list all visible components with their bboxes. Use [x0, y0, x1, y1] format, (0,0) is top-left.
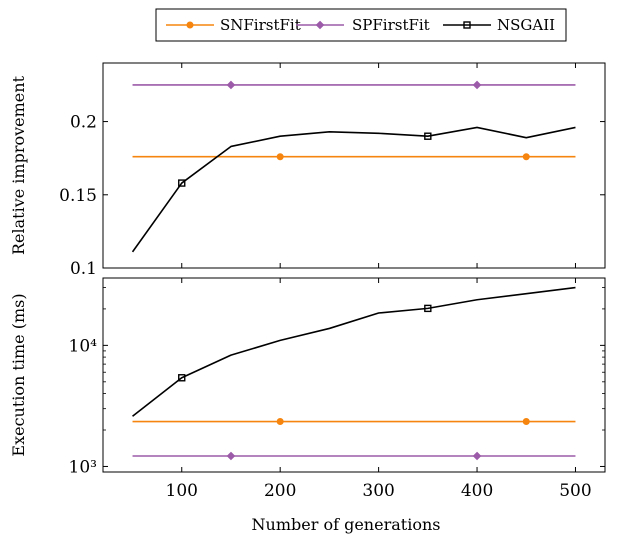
series-nsgaii: [132, 286, 576, 417]
y-tick-label: 0.15: [59, 186, 97, 206]
series-point-spfirstfit: [226, 451, 236, 461]
x-tick-label: 300: [362, 481, 394, 501]
series-point-nsgaii: [178, 374, 186, 382]
x-tick-label: 500: [559, 481, 591, 501]
plot-frame: [102, 62, 606, 269]
relative-improvement-panel: 0.1 0.15 0.2 Relative improvement: [9, 62, 606, 279]
series-snfirstfit: [132, 418, 576, 426]
series-point-spfirstfit: [472, 80, 482, 90]
series-line-nsgaii: [131, 126, 576, 253]
legend-label: SPFirstFit: [352, 16, 430, 34]
y-axis-label: Relative improvement: [9, 75, 28, 255]
series-point-nsgaii: [424, 304, 432, 313]
series-point-snfirstfit: [276, 418, 284, 426]
legend-label: SNFirstFit: [220, 16, 301, 34]
legend-marker-spfirstfit: [315, 20, 325, 30]
y-tick-label: 10⁴: [69, 336, 98, 356]
series-spfirstfit: [132, 451, 576, 461]
series-nsgaii: [131, 126, 576, 253]
series-point-snfirstfit: [276, 153, 284, 161]
series-point-spfirstfit: [472, 451, 482, 461]
legend: SNFirstFit SPFirstFit NSGAII: [155, 8, 567, 42]
y-tick-label: 10³: [69, 457, 97, 477]
x-tick-label: 400: [461, 481, 493, 501]
legend-marker-nsgaii: [463, 21, 471, 29]
x-axis-label: Number of generations: [252, 515, 441, 534]
series-point-snfirstfit: [522, 153, 530, 161]
x-tick-label: 200: [264, 481, 296, 501]
series-point-spfirstfit: [226, 80, 236, 90]
series-point-snfirstfit: [522, 418, 530, 426]
legend-item-nsgaii: NSGAII: [443, 16, 555, 34]
legend-item-snfirstfit: SNFirstFit: [166, 16, 301, 34]
series-line-nsgaii: [132, 286, 576, 417]
legend-item-spfirstfit: SPFirstFit: [296, 16, 430, 34]
x-tick-label: 100: [166, 481, 198, 501]
y-tick-label: 0.2: [70, 113, 97, 133]
legend-marker-snfirstfit: [186, 21, 194, 29]
legend-box: [155, 8, 567, 42]
legend-label: NSGAII: [497, 16, 555, 34]
series-spfirstfit: [132, 80, 576, 90]
series-snfirstfit: [132, 153, 576, 161]
y-axis-label: Execution time (ms): [9, 293, 28, 456]
plot-frame: [102, 277, 606, 473]
series-point-nsgaii: [178, 179, 186, 187]
series-point-nsgaii: [424, 132, 432, 140]
y-tick-label: 0.1: [70, 259, 97, 279]
execution-time-panel: 100 200 300 400 500 10³ 10⁴ Execution time (ms)…: [9, 277, 606, 534]
